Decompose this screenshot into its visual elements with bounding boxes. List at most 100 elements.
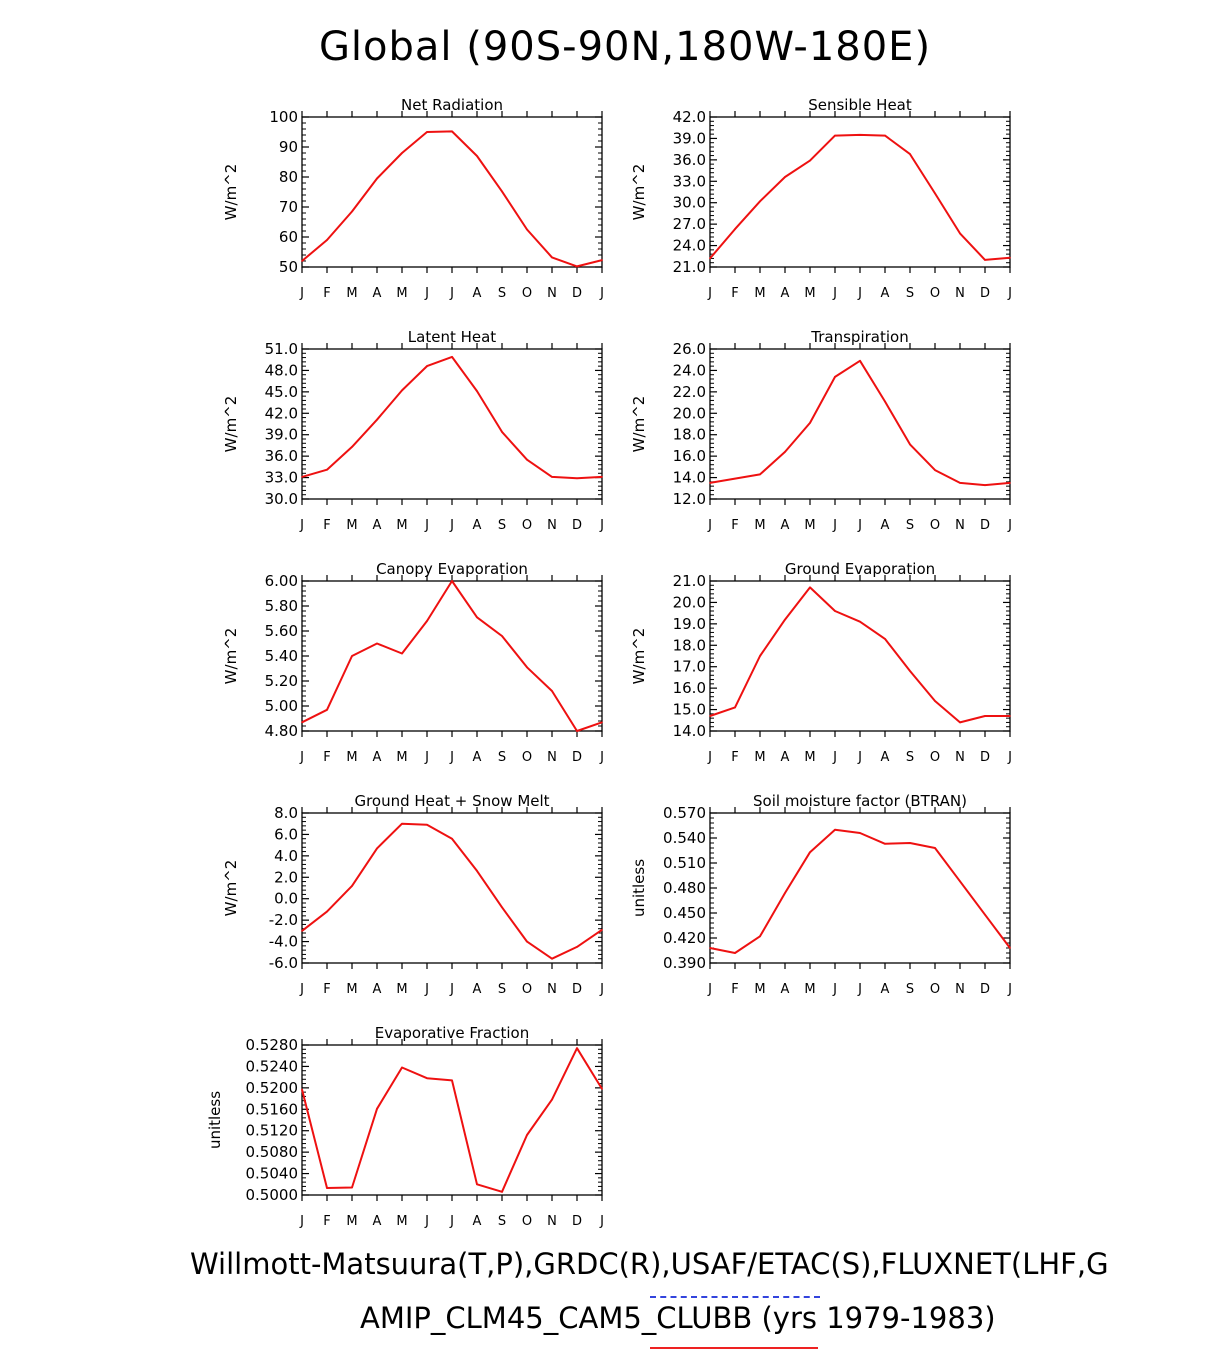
x-tick-label: J — [707, 286, 712, 301]
y-tick-label: 18.0 — [673, 636, 706, 654]
data-point — [301, 930, 303, 932]
x-tick-label: J — [857, 286, 862, 301]
data-point — [909, 443, 911, 446]
y-tick-label: 2.0 — [274, 868, 298, 886]
x-tick-label: J — [599, 286, 604, 301]
y-axis-label: W/m^2 — [222, 396, 240, 453]
x-tick-label: M — [346, 518, 357, 533]
x-tick-label: S — [906, 750, 914, 765]
chart-panel: Sensible Heat W/m^2 21.0 24.0 27.0 30.0 33.0 36… — [630, 96, 1012, 301]
y-tick-label: -2.0 — [269, 911, 298, 929]
data-point — [884, 843, 886, 845]
y-tick-label: 22.0 — [673, 383, 706, 401]
data-point — [326, 708, 328, 711]
y-tick-label: 30.0 — [673, 194, 706, 212]
data-point — [501, 1190, 503, 1193]
y-tick-label: 20.0 — [673, 404, 706, 422]
underline-red — [650, 1347, 818, 1349]
data-point — [451, 356, 453, 358]
chart-panel: Ground Evaporation W/m^2 14.0 15.0 16.0 17.0 1… — [630, 560, 1012, 765]
series-line — [709, 133, 1011, 261]
y-tick-label: 30.0 — [265, 490, 298, 508]
x-tick-label: J — [449, 518, 454, 533]
x-tick-label: M — [754, 286, 765, 301]
data-point — [1009, 256, 1011, 259]
y-tick-label: 12.0 — [673, 490, 706, 508]
plot-frame — [301, 812, 603, 964]
data-point — [959, 880, 961, 883]
x-tick-label: M — [346, 982, 357, 997]
y-tick-label: 5.80 — [265, 597, 298, 615]
y-tick-label: 15.0 — [673, 701, 706, 719]
data-point — [426, 620, 428, 622]
x-tick-label: J — [707, 518, 712, 533]
y-axis-label: W/m^2 — [630, 396, 648, 453]
x-tick-label: A — [473, 982, 482, 997]
data-point — [759, 473, 761, 476]
y-tick-label: 16.0 — [673, 447, 706, 465]
data-point — [601, 259, 603, 261]
data-point — [351, 210, 353, 213]
y-tick-label: 0.5040 — [246, 1165, 299, 1183]
x-tick-label: S — [906, 286, 914, 301]
x-tick-label: A — [781, 982, 790, 997]
data-point — [551, 690, 553, 692]
x-tick-label: A — [881, 518, 890, 533]
x-tick-label: A — [373, 286, 382, 301]
x-tick-label: J — [599, 518, 604, 533]
data-point — [426, 131, 428, 133]
y-tick-label: 4.80 — [265, 722, 298, 740]
data-point — [784, 176, 786, 178]
data-point — [959, 482, 961, 484]
underline-blue — [650, 1296, 820, 1298]
data-point — [909, 153, 911, 155]
data-point — [1009, 947, 1011, 949]
x-tick-label: A — [781, 750, 790, 765]
y-tick-label: 24.0 — [673, 237, 706, 255]
data-point — [784, 451, 786, 453]
x-tick-label: A — [473, 518, 482, 533]
data-point — [834, 376, 836, 378]
x-tick-label: M — [346, 750, 357, 765]
data-point — [809, 851, 811, 853]
y-tick-label: 51.0 — [265, 340, 298, 358]
x-tick-label: O — [930, 518, 940, 533]
data-point — [734, 477, 736, 480]
x-tick-label: O — [930, 286, 940, 301]
x-tick-label: M — [396, 518, 407, 533]
chart-panel: Evaporative Fraction unitless 0.5000 0.5040… — [206, 1024, 604, 1229]
data-point — [934, 469, 936, 471]
y-tick-label: 0.5160 — [246, 1100, 299, 1118]
series-line — [709, 586, 1010, 724]
y-tick-label: 21.0 — [673, 572, 706, 590]
x-tick-label: A — [373, 982, 382, 997]
x-tick-label: J — [1007, 286, 1012, 301]
x-tick-label: J — [1007, 982, 1012, 997]
data-point — [759, 200, 761, 203]
x-tick-label: D — [572, 1214, 582, 1229]
x-tick-label: O — [522, 750, 532, 765]
data-point — [351, 446, 353, 448]
x-tick-label: D — [980, 750, 990, 765]
y-tick-label: 0.450 — [663, 904, 706, 922]
x-tick-label: F — [731, 750, 738, 765]
x-tick-label: J — [707, 982, 712, 997]
data-point — [859, 620, 861, 623]
y-tick-label: 0.5120 — [246, 1122, 299, 1140]
data-point — [526, 666, 528, 669]
x-tick-label: D — [980, 982, 990, 997]
y-tick-label: 0.390 — [663, 954, 706, 972]
x-tick-label: M — [804, 518, 815, 533]
x-tick-label: J — [299, 286, 304, 301]
x-tick-label: F — [323, 518, 330, 533]
x-tick-label: D — [572, 518, 582, 533]
x-tick-label: F — [731, 982, 738, 997]
x-tick-label: J — [449, 982, 454, 997]
x-tick-label: N — [547, 750, 557, 765]
x-tick-label: J — [832, 982, 837, 997]
data-point — [376, 418, 378, 421]
chart-title: Latent Heat — [408, 328, 497, 346]
y-tick-label: 48.0 — [265, 361, 298, 379]
data-point — [326, 239, 328, 241]
data-point — [501, 431, 503, 433]
